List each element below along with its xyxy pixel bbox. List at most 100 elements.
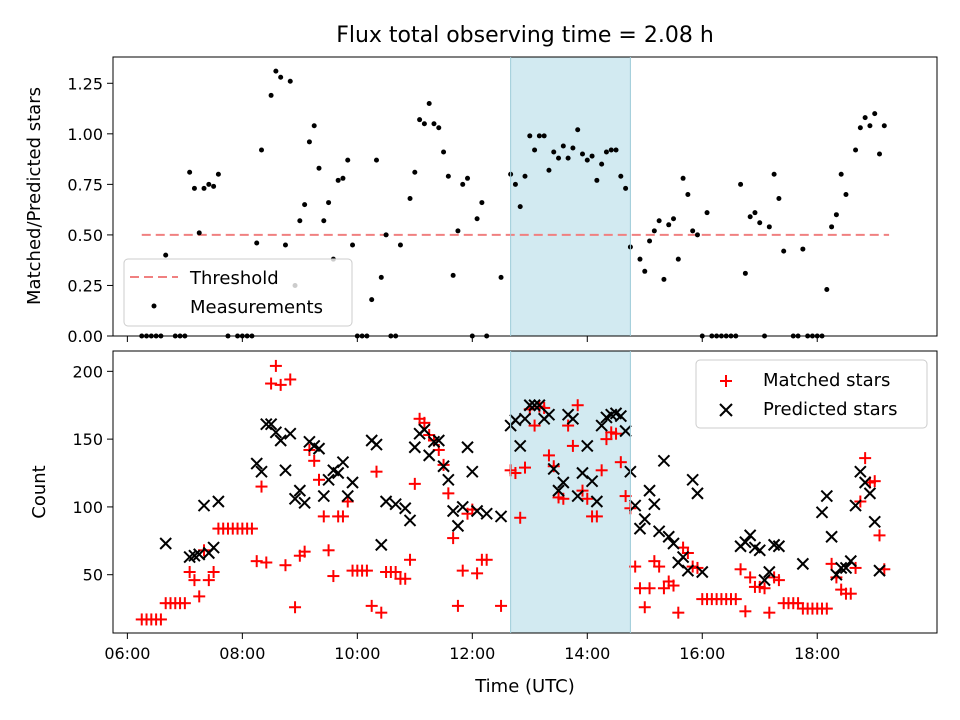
- predicted-star-point: [868, 515, 881, 529]
- matched-star-point: [820, 602, 833, 615]
- predicted-star-point: [648, 497, 661, 511]
- predicted-star-point: [379, 495, 393, 508]
- predicted-star-point: [614, 409, 628, 423]
- marker-stroke: [379, 495, 393, 508]
- measurement-point: [316, 165, 322, 171]
- matched-star-point: [269, 359, 282, 372]
- matched-star-point: [763, 606, 776, 619]
- predicted-star-point: [652, 525, 666, 538]
- matched-star-point: [566, 439, 579, 452]
- y-tick-label: 0.50: [67, 226, 103, 245]
- marker-stroke: [839, 561, 853, 575]
- marker-stroke: [758, 573, 771, 587]
- predicted-star-point: [284, 427, 297, 440]
- matched-star-point: [451, 599, 464, 612]
- measurement-point: [522, 173, 528, 179]
- marker-stroke: [212, 495, 225, 508]
- measurement-point: [551, 149, 557, 155]
- measurement-point: [680, 175, 686, 181]
- measurement-point: [757, 220, 763, 226]
- marker-stroke: [255, 465, 268, 478]
- measurement-point: [254, 240, 260, 246]
- y-tick-label: 0.25: [67, 276, 103, 295]
- measurement-point: [345, 157, 351, 163]
- matched-star-point: [456, 564, 469, 577]
- predicted-star-point: [418, 423, 431, 436]
- marker-stroke: [796, 557, 810, 571]
- measurement-point: [378, 274, 384, 280]
- marker-stroke: [542, 408, 556, 421]
- y-tick-label: 50: [83, 566, 103, 585]
- predicted-star-point: [667, 537, 680, 550]
- matched-star-point: [279, 559, 292, 572]
- marker-stroke: [763, 565, 776, 579]
- predicted-star-point: [446, 504, 460, 518]
- predicted-star-point: [743, 529, 757, 542]
- predicted-star-point: [331, 466, 345, 480]
- measurement-point: [215, 171, 221, 177]
- marker-stroke: [456, 500, 469, 514]
- predicted-star-point: [696, 565, 709, 579]
- matched-star-point: [667, 579, 680, 592]
- predicted-star-point: [638, 512, 651, 526]
- marker-stroke: [849, 499, 862, 512]
- bottom-axes-frame: [112, 350, 938, 634]
- matched-star-point: [202, 574, 215, 587]
- measurement-point: [872, 111, 878, 117]
- measurement-point: [556, 155, 562, 161]
- bottom-legend-box: [695, 359, 928, 429]
- marker-stroke: [552, 484, 565, 497]
- measurement-point: [412, 169, 418, 175]
- marker-stroke: [643, 484, 656, 497]
- predicted-star-point: [595, 419, 608, 432]
- predicted-star-point: [470, 504, 484, 518]
- predicted-star-point: [456, 500, 469, 514]
- matched-star-point: [739, 605, 752, 618]
- marker-stroke: [207, 541, 220, 554]
- predicted-star-point: [432, 434, 445, 447]
- predicted-star-point: [576, 466, 589, 480]
- matched-star-point: [260, 556, 273, 569]
- marker-stroke: [686, 473, 699, 487]
- bottom-legend: Matched stars Predicted stars: [695, 359, 928, 429]
- marker-stroke: [159, 537, 172, 550]
- matched-star-point: [825, 557, 838, 570]
- x-tick-label: 12:00: [449, 644, 495, 663]
- matched-star-point: [595, 464, 608, 477]
- matched-star-point: [317, 510, 330, 523]
- marker-stroke: [399, 502, 412, 515]
- predicted-stars-markers: [159, 399, 886, 587]
- measurement-point: [642, 268, 648, 274]
- measurement-point: [738, 181, 744, 187]
- predicted-star-point: [628, 499, 642, 512]
- predicted-star-point: [686, 473, 699, 487]
- matched-star-point: [365, 599, 378, 612]
- marker-stroke: [514, 439, 527, 453]
- predicted-star-point: [820, 489, 834, 503]
- marker-stroke: [346, 476, 359, 489]
- predicted-star-point: [518, 412, 532, 425]
- measurement-point: [800, 246, 806, 252]
- measurement-point: [421, 121, 427, 127]
- matched-star-point: [859, 452, 872, 465]
- marker-stroke: [422, 449, 436, 462]
- matched-star-point: [868, 475, 881, 488]
- chart-title: Flux total observing time = 2.08 h: [336, 23, 714, 48]
- measurement-point: [781, 248, 787, 254]
- marker-stroke: [308, 439, 321, 453]
- measurement-point: [445, 173, 451, 179]
- predicted-star-point: [197, 499, 211, 512]
- matched-star-point: [360, 564, 373, 577]
- predicted-star-point: [619, 424, 632, 438]
- predicted-star-point: [657, 454, 671, 468]
- measurement-point: [838, 171, 844, 177]
- measurement-point: [426, 101, 432, 106]
- marker-stroke: [638, 512, 651, 526]
- marker-stroke: [370, 438, 383, 451]
- predicted-star-point: [676, 550, 690, 564]
- measurement-point: [584, 157, 590, 163]
- top-x-ticks: [126, 336, 818, 342]
- marker-stroke: [312, 442, 326, 455]
- matched-star-point: [873, 529, 886, 542]
- bottom-y-ticks: 50 100 150 200: [72, 362, 113, 585]
